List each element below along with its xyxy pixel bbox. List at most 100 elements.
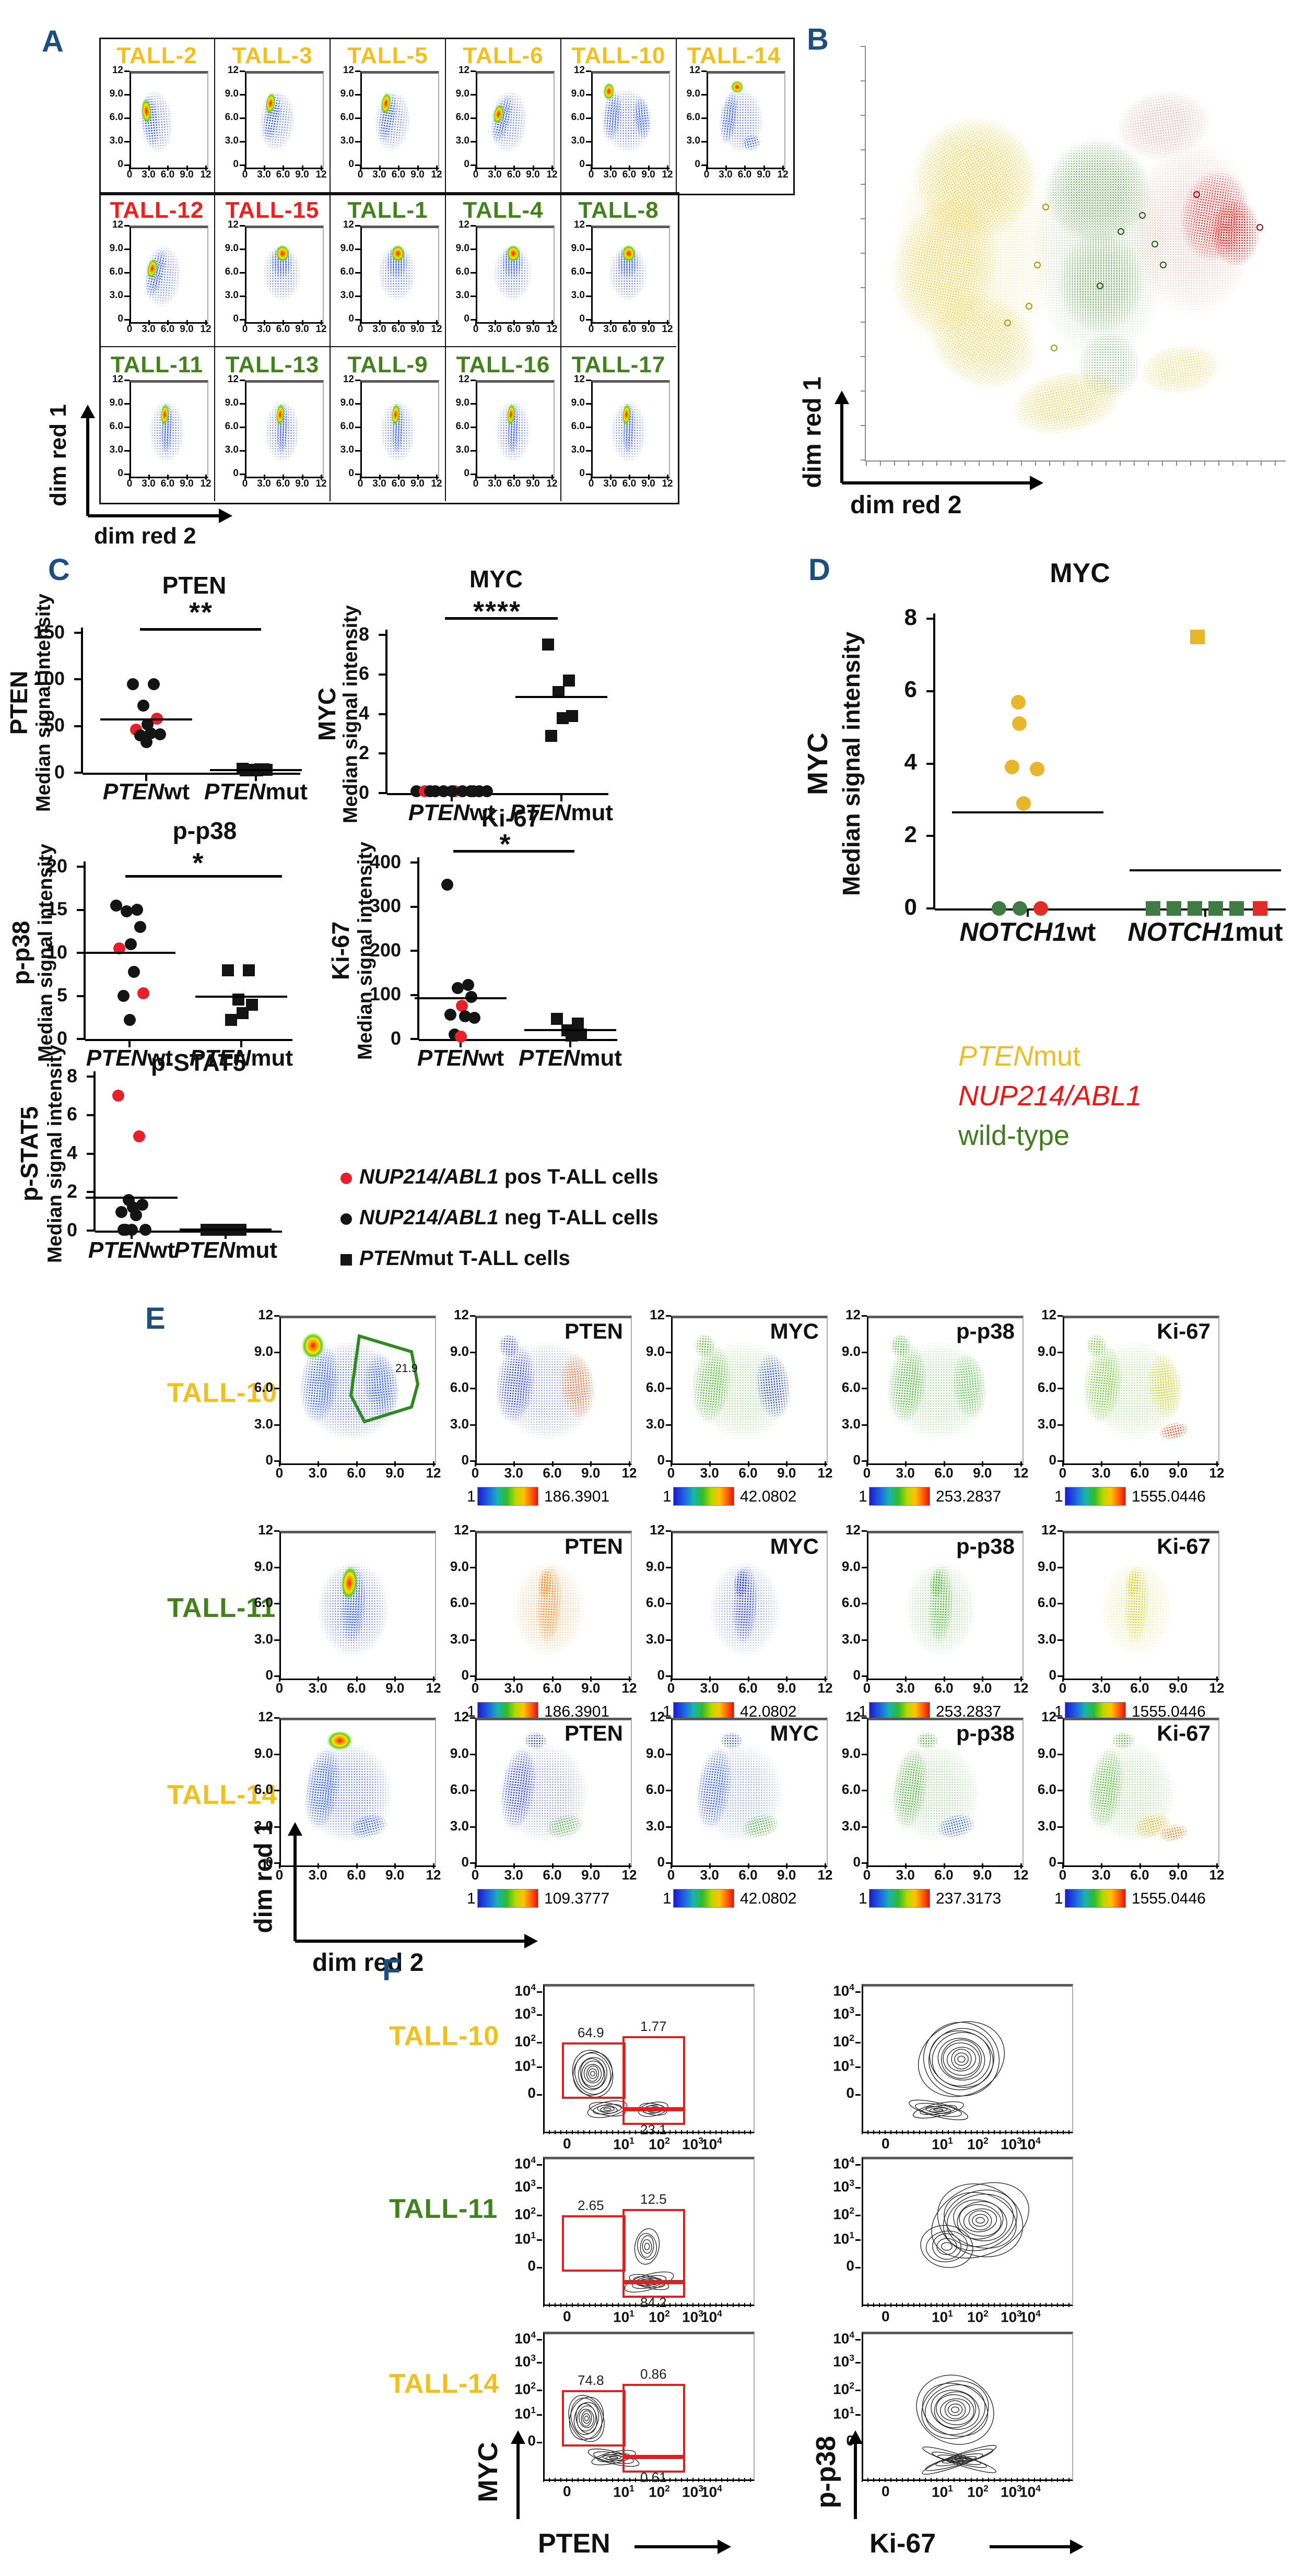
C_Ki67-point — [574, 1029, 587, 1041]
d-color-legend-0-gene: PTEN — [958, 1041, 1034, 1072]
e-r1-c1-xtick-label: 9.0 — [581, 1680, 601, 1696]
e-r0-c1-xtick-label: 12 — [621, 1465, 637, 1481]
e-r1-c1-xtick — [513, 1676, 515, 1682]
a-TALL-13-plot-area — [245, 380, 324, 478]
C_pp38-cat-label-gene: PTEN — [189, 1045, 251, 1071]
a-TALL-4-xtick — [532, 320, 534, 325]
sample-label-tall-1: TALL-1 — [347, 197, 428, 223]
a-TALL-14-xtick-label: 9.0 — [757, 169, 771, 180]
e-r2-c3-xtick — [982, 1863, 984, 1869]
a-TALL-16-ytick — [471, 403, 476, 405]
f-ytick-label: 103 — [833, 2005, 854, 2022]
e-r2-c2-xtick-label: 9.0 — [777, 1867, 796, 1883]
e-r1-c1-xtick-label: 12 — [621, 1680, 637, 1696]
panel-letter-f: F — [382, 1953, 401, 1987]
e-r1-c0-xtick-label: 6.0 — [347, 1680, 366, 1696]
e-r1-c0-ytick — [274, 1530, 279, 1532]
e-scale-min: 1 — [467, 1703, 476, 1720]
C_MYC-point — [456, 785, 469, 798]
e-r2-c2-ytick — [666, 1753, 671, 1755]
a-TALL-2-xtick — [148, 166, 150, 171]
f-xtick-label: 0 — [563, 2308, 571, 2324]
panel-letter-c: C — [48, 553, 70, 587]
e-r1-c2-xtick-label: 3.0 — [700, 1680, 719, 1696]
f-ytick-label: 0 — [527, 2432, 536, 2449]
C_MYC-median-line — [515, 696, 607, 699]
a-TALL-17-ytick-label: 12 — [573, 373, 585, 385]
D_MYC-ytick — [926, 618, 934, 620]
b-dimred1-arrow-head — [834, 391, 849, 404]
e-scale-max: 1555.0446 — [1132, 1703, 1206, 1720]
e-r1-c1-ytick — [470, 1566, 475, 1568]
e-scale-min: 1 — [663, 1890, 672, 1907]
f-row-label-tall-14: TALL-14 — [389, 2369, 500, 2399]
C_PTEN-point — [141, 718, 154, 730]
D_MYC-point — [1146, 901, 1160, 916]
a-TALL-10-ytick-label: 6.0 — [571, 111, 585, 123]
e-r2-c4-xtick — [1139, 1863, 1141, 1869]
d-color-legend-1: NUP214/ABL1 — [958, 1080, 1142, 1112]
C_Ki67-ylabel: Median signal intensity — [354, 841, 377, 1060]
C_pp38-cat-label-rest: mut — [251, 1045, 293, 1071]
a-TALL-4-ytick-label: 6.0 — [455, 266, 469, 277]
f-gate-value: 23.1 — [640, 2122, 667, 2137]
a-TALL-9-ytick — [355, 380, 360, 381]
a-TALL-8-xtick — [591, 320, 592, 325]
e-r2-c3-ytick — [862, 1862, 867, 1864]
f-gate-right — [622, 2036, 685, 2111]
a-TALL-14-xtick — [744, 166, 746, 171]
e-r2-c1-xtick — [475, 1863, 476, 1869]
a-TALL-3-xtick-label: 12 — [315, 169, 327, 180]
C_pp38-ytick-label: 0 — [56, 1027, 67, 1049]
e-r1-c2-ytick — [666, 1603, 671, 1604]
e-r0-c4-ytick-label: 9.0 — [1037, 1343, 1056, 1359]
e-r0-c1-xtick-label: 3.0 — [504, 1465, 523, 1481]
a-TALL-9-xtick — [379, 475, 381, 480]
e-r2-c4-ytick-label: 3.0 — [1037, 1817, 1056, 1834]
D_MYC-ytick-label: 6 — [904, 677, 917, 703]
a-TALL-9-ytick — [355, 403, 360, 405]
e-r1-c4-ytick — [1057, 1675, 1063, 1677]
e-r0-c3-xtick — [943, 1461, 945, 1467]
a-TALL-6-xtick-label: 9.0 — [526, 169, 540, 180]
e-r2-c0-xtick — [394, 1863, 396, 1869]
a-TALL-8-ytick — [586, 225, 591, 227]
C_pp38-cat-label-rest: wt — [147, 1045, 173, 1071]
C_MYC-title: MYC — [469, 565, 523, 593]
C_Ki67-ytick — [410, 861, 418, 864]
a-TALL-5-xtick-label: 0 — [357, 169, 363, 180]
a-TALL-11-ytick — [124, 380, 130, 381]
a-TALL-6-ytick-label: 0 — [464, 158, 469, 170]
a-TALL-2-ytick — [124, 70, 130, 72]
a-TALL-3-xtick-label: 0 — [242, 169, 248, 180]
f-gate-left — [562, 2042, 626, 2099]
e-r0-c4-ytick-label: 6.0 — [1037, 1379, 1056, 1396]
e-r0-c2-plot-area — [671, 1316, 828, 1465]
a-TALL-8-ytick-label: 0 — [579, 313, 585, 324]
e-r2-c1-xtick — [551, 1863, 554, 1869]
a-TALL-1-plot-area — [360, 226, 439, 324]
e-r2-c3-ytick-label: 6.0 — [841, 1781, 861, 1798]
a-TALL-11-ytick — [124, 450, 130, 452]
e-r1-c2-xtick — [747, 1676, 749, 1682]
a-TALL-5-ytick — [355, 117, 360, 119]
a-TALL-12-ytick-label: 9.0 — [109, 242, 123, 254]
e-r0-c3-ytick — [862, 1424, 867, 1426]
D_MYC-point — [992, 901, 1006, 916]
f-ytick — [537, 2215, 542, 2217]
a-TALL-17-xtick-label: 6.0 — [622, 478, 637, 489]
a-TALL-12-xtick — [129, 320, 131, 325]
e-r0-c1-plot-area — [475, 1316, 632, 1465]
f-xtick-label: 0 — [563, 2483, 571, 2499]
e-r2-c1-xtick-label: 9.0 — [581, 1867, 601, 1883]
f-ytick-label: 101 — [514, 2405, 536, 2422]
C_MYC-y-axis — [385, 630, 387, 794]
C_Ki67-median-line — [524, 1029, 616, 1032]
f-ytick-label: 104 — [833, 1981, 854, 1999]
a-TALL-5-ytick — [355, 70, 360, 72]
d-color-legend-1-gene: NUP214/ABL1 — [958, 1080, 1142, 1112]
e-r1-c0-plot-area — [279, 1531, 436, 1680]
e-r2-c2-xtick — [747, 1863, 749, 1869]
d-color-legend-2: wild-type — [958, 1119, 1069, 1152]
f-contour-plot-r0-c0 — [543, 1984, 755, 2133]
